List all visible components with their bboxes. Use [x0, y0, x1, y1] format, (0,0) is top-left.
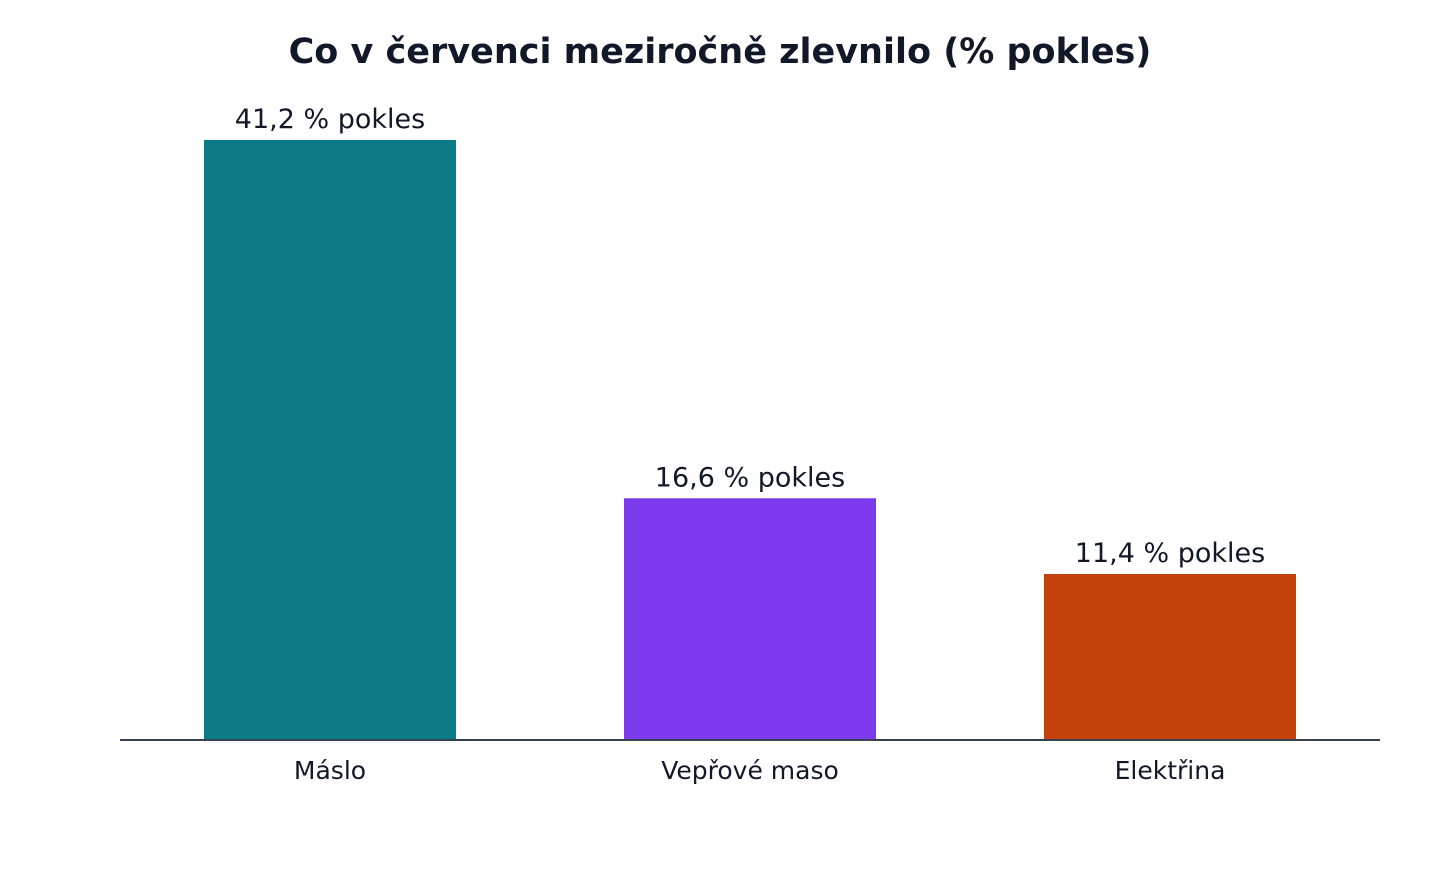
value-label-elektrina: 11,4 % pokles	[1075, 538, 1265, 569]
bar-veprove-maso	[624, 498, 876, 740]
bars-group	[204, 140, 1296, 740]
category-label-elektrina: Elektřina	[1115, 756, 1226, 785]
category-label-veprove-maso: Vepřové maso	[661, 756, 839, 785]
bar-maslo	[204, 140, 456, 740]
value-label-maslo: 41,2 % pokles	[235, 104, 425, 135]
bar-elektrina	[1044, 573, 1296, 740]
labels-group: 41,2 % pokles Máslo 16,6 % pokles Vepřové m…	[235, 104, 1265, 785]
category-label-maslo: Máslo	[294, 756, 366, 785]
chart-title: Co v červenci meziročně zlevnilo (% pokl…	[289, 32, 1152, 72]
value-label-veprove-maso: 16,6 % pokles	[655, 462, 845, 493]
